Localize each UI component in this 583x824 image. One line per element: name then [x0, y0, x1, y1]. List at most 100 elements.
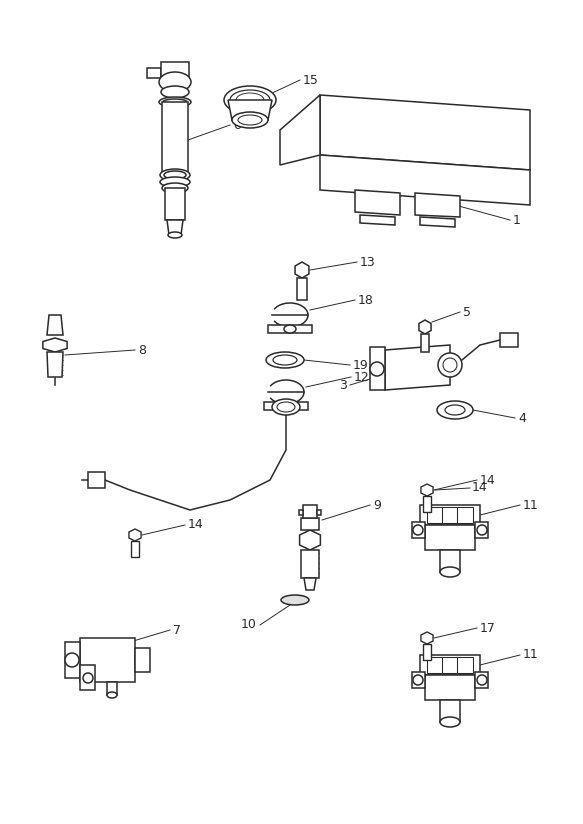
Polygon shape: [80, 665, 95, 690]
Polygon shape: [420, 655, 480, 675]
Text: 3: 3: [339, 378, 347, 391]
Text: 5: 5: [463, 306, 471, 319]
Polygon shape: [43, 338, 67, 352]
Polygon shape: [295, 262, 309, 278]
Polygon shape: [427, 657, 443, 673]
Ellipse shape: [160, 177, 190, 187]
Polygon shape: [442, 657, 458, 673]
Ellipse shape: [440, 717, 460, 727]
Ellipse shape: [107, 692, 117, 698]
Ellipse shape: [160, 169, 190, 181]
Polygon shape: [440, 700, 460, 722]
Polygon shape: [420, 217, 455, 227]
Polygon shape: [440, 550, 460, 572]
Polygon shape: [370, 347, 385, 390]
Polygon shape: [304, 578, 316, 590]
Polygon shape: [228, 100, 272, 120]
Polygon shape: [425, 525, 475, 550]
Polygon shape: [47, 352, 63, 377]
Ellipse shape: [284, 325, 296, 333]
Ellipse shape: [159, 97, 191, 107]
Ellipse shape: [224, 86, 276, 114]
Polygon shape: [320, 155, 530, 205]
Polygon shape: [300, 530, 321, 550]
Text: 13: 13: [360, 255, 376, 269]
Polygon shape: [107, 682, 117, 695]
Polygon shape: [129, 529, 141, 541]
Text: 4: 4: [518, 411, 526, 424]
Text: 14: 14: [188, 518, 203, 531]
Polygon shape: [457, 507, 473, 523]
Text: 15: 15: [303, 73, 319, 87]
Polygon shape: [355, 190, 400, 215]
Text: 14: 14: [472, 480, 488, 494]
Text: 9: 9: [373, 499, 381, 512]
Text: 19: 19: [353, 358, 369, 372]
Text: 18: 18: [358, 293, 374, 307]
Ellipse shape: [266, 352, 304, 368]
Ellipse shape: [437, 401, 473, 419]
Polygon shape: [88, 472, 105, 488]
Polygon shape: [297, 278, 307, 300]
Ellipse shape: [281, 595, 309, 605]
Text: 1: 1: [513, 213, 521, 227]
Polygon shape: [500, 333, 518, 347]
Text: 8: 8: [138, 344, 146, 357]
Ellipse shape: [370, 362, 384, 376]
Ellipse shape: [280, 402, 292, 410]
Polygon shape: [303, 505, 317, 518]
Text: 11: 11: [523, 648, 539, 662]
Polygon shape: [147, 68, 161, 78]
Ellipse shape: [438, 353, 462, 377]
Polygon shape: [385, 345, 450, 390]
Polygon shape: [421, 484, 433, 496]
Ellipse shape: [159, 72, 191, 92]
Polygon shape: [47, 315, 63, 335]
Polygon shape: [360, 215, 395, 225]
Polygon shape: [412, 522, 425, 538]
Ellipse shape: [168, 232, 182, 238]
Ellipse shape: [83, 673, 93, 683]
Polygon shape: [457, 657, 473, 673]
Ellipse shape: [413, 525, 423, 535]
Polygon shape: [421, 334, 429, 352]
Text: 14: 14: [480, 474, 496, 486]
Polygon shape: [299, 510, 303, 515]
Polygon shape: [412, 672, 425, 688]
Polygon shape: [317, 510, 321, 515]
Ellipse shape: [161, 86, 189, 98]
Ellipse shape: [162, 183, 188, 193]
Polygon shape: [161, 62, 189, 78]
Polygon shape: [427, 507, 443, 523]
Polygon shape: [421, 632, 433, 644]
Polygon shape: [419, 320, 431, 334]
Text: 10: 10: [241, 619, 257, 631]
Polygon shape: [301, 518, 319, 530]
Polygon shape: [415, 193, 460, 217]
Text: 7: 7: [173, 624, 181, 636]
Ellipse shape: [272, 399, 300, 415]
Polygon shape: [423, 644, 431, 660]
Text: 11: 11: [523, 499, 539, 512]
Polygon shape: [420, 505, 480, 525]
Polygon shape: [135, 648, 150, 672]
Polygon shape: [268, 325, 312, 333]
Ellipse shape: [232, 112, 268, 128]
Polygon shape: [301, 550, 319, 578]
Polygon shape: [162, 102, 188, 175]
Polygon shape: [475, 522, 488, 538]
Polygon shape: [80, 638, 135, 682]
Ellipse shape: [413, 675, 423, 685]
Polygon shape: [475, 672, 488, 688]
Polygon shape: [442, 507, 458, 523]
Polygon shape: [165, 188, 185, 220]
Polygon shape: [280, 95, 320, 165]
Text: 12: 12: [354, 371, 370, 383]
Text: 6: 6: [233, 119, 241, 132]
Polygon shape: [167, 220, 183, 235]
Polygon shape: [65, 642, 80, 678]
Ellipse shape: [65, 653, 79, 667]
Polygon shape: [423, 496, 431, 512]
Ellipse shape: [440, 567, 460, 577]
Polygon shape: [320, 95, 530, 170]
